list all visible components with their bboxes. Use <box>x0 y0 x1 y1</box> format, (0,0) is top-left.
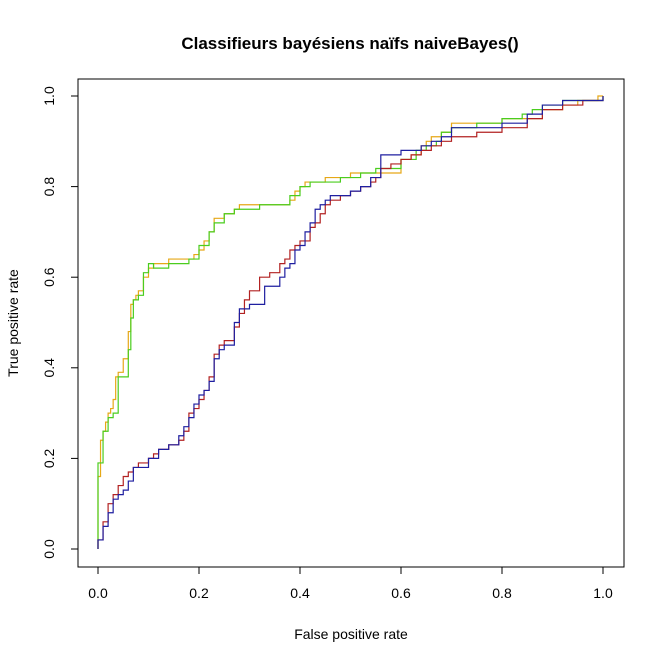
y-tick-label: 0.2 <box>41 448 57 468</box>
x-tick-label: 0.4 <box>290 585 310 601</box>
x-tick-label: 1.0 <box>593 585 613 601</box>
y-axis: 0.0 0.2 0.4 0.6 0.8 1.0 <box>41 86 79 559</box>
roc-curve-2 <box>97 96 604 549</box>
x-tick-label: 0.8 <box>492 585 512 601</box>
x-tick-label: 0.6 <box>391 585 411 601</box>
x-axis-title: False positive rate <box>294 626 408 642</box>
x-axis: 0.0 0.2 0.4 0.6 0.8 1.0 <box>88 566 613 601</box>
y-axis-title: True positive rate <box>5 269 21 377</box>
y-tick-label: 1.0 <box>41 86 57 106</box>
y-tick-label: 0.0 <box>41 539 57 559</box>
chart-title: Classifieurs bayésiens naïfs naiveBayes(… <box>181 34 518 53</box>
y-tick-label: 0.4 <box>41 358 57 378</box>
x-tick-label: 0.0 <box>88 585 108 601</box>
y-tick-label: 0.6 <box>41 267 57 287</box>
roc-curve-4 <box>97 96 604 549</box>
series-layer <box>97 95 604 549</box>
x-tick-label: 0.2 <box>189 585 209 601</box>
y-tick-label: 0.8 <box>41 177 57 197</box>
